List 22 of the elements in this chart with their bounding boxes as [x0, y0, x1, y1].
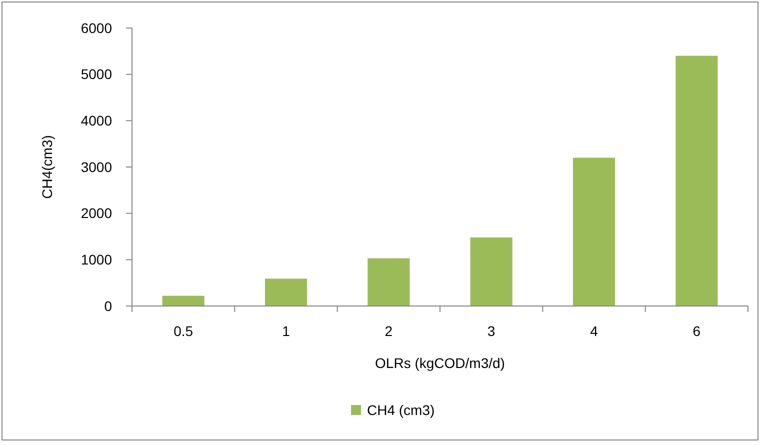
- y-tick-label: 0: [104, 298, 112, 314]
- y-axis-title: CH4(cm3): [39, 135, 55, 199]
- bar: [368, 258, 410, 306]
- x-axis-title: OLRs (kgCOD/m3/d): [375, 355, 505, 371]
- x-tick-label: 1: [282, 323, 290, 339]
- bar: [470, 237, 512, 306]
- x-tick-label: 3: [487, 323, 496, 339]
- x-tick-label: 6: [692, 323, 701, 339]
- bar: [162, 296, 204, 306]
- y-tick-label: 6000: [80, 20, 112, 36]
- x-tick-label: 4: [590, 323, 598, 339]
- bar: [676, 56, 718, 306]
- y-tick-label: 1000: [80, 252, 112, 268]
- x-tick-label: 0.5: [174, 323, 194, 339]
- x-tick-label: 2: [384, 323, 393, 339]
- legend-label: CH4 (cm3): [367, 402, 435, 418]
- y-tick-label: 5000: [80, 66, 112, 82]
- y-tick-label: 2000: [80, 205, 112, 222]
- bar: [572, 158, 616, 306]
- y-tick-label: 4000: [80, 112, 112, 129]
- bar: [264, 278, 308, 306]
- y-tick-label: 3000: [80, 158, 112, 175]
